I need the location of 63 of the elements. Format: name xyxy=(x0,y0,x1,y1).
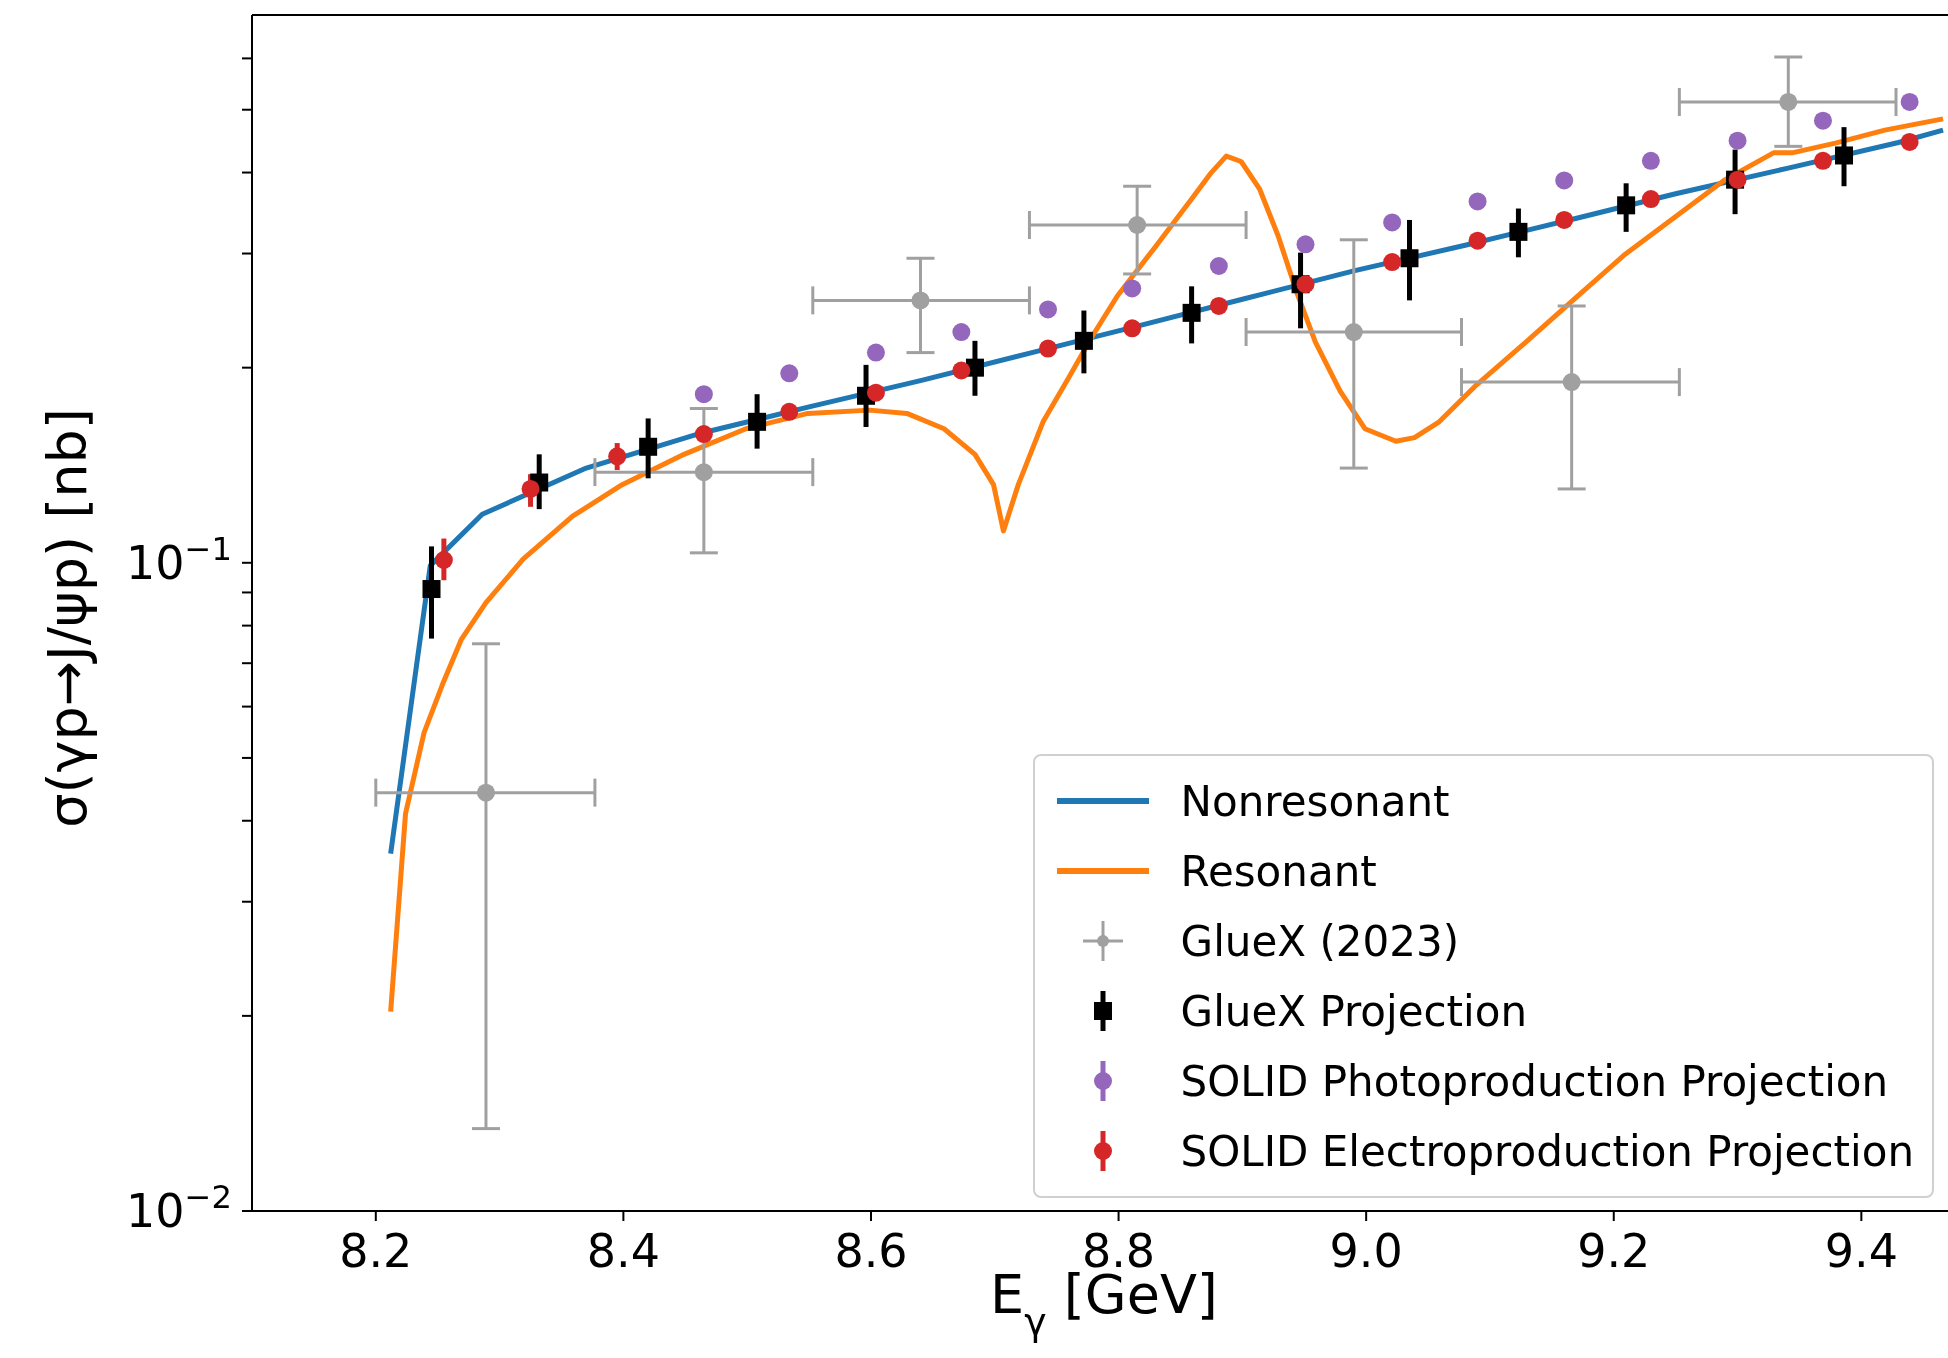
point xyxy=(1344,323,1363,342)
point xyxy=(694,385,713,404)
x-tick-label: 8.6 xyxy=(834,1224,908,1278)
point xyxy=(1779,92,1798,111)
point xyxy=(1400,249,1419,268)
point xyxy=(1900,92,1919,111)
point xyxy=(1074,331,1093,350)
point xyxy=(1123,319,1142,338)
point xyxy=(608,447,627,466)
point xyxy=(422,580,441,599)
x-tick-label: 9.2 xyxy=(1577,1224,1651,1278)
legend-label: GlueX Projection xyxy=(1180,986,1528,1036)
point xyxy=(952,323,971,342)
point xyxy=(476,783,495,802)
point xyxy=(1562,373,1581,392)
point xyxy=(694,425,713,444)
point xyxy=(639,437,658,456)
point xyxy=(911,291,930,310)
point xyxy=(521,479,540,498)
x-tick-label: 8.2 xyxy=(339,1224,413,1278)
point xyxy=(434,551,453,569)
x-tick-label: 9.4 xyxy=(1824,1224,1898,1278)
point xyxy=(1209,296,1228,315)
point xyxy=(1383,213,1402,232)
point xyxy=(1555,171,1574,190)
point xyxy=(1296,235,1315,254)
y-tick-label: 10$^{−2}$ xyxy=(126,1178,232,1238)
y-axis-title: σ(γp→J/ψp) [nb] xyxy=(36,408,99,828)
point xyxy=(952,361,971,380)
legend-label: Resonant xyxy=(1180,846,1377,896)
point xyxy=(1509,222,1528,241)
point xyxy=(1209,257,1228,275)
point xyxy=(1039,339,1058,358)
legend-label: Nonresonant xyxy=(1180,776,1450,826)
point xyxy=(1296,275,1315,294)
point xyxy=(1039,300,1058,319)
point xyxy=(866,343,885,362)
point xyxy=(1617,196,1636,215)
point xyxy=(1383,253,1402,272)
point xyxy=(1728,131,1747,150)
point xyxy=(1641,151,1660,170)
point xyxy=(1813,111,1832,130)
point xyxy=(780,402,799,421)
point xyxy=(694,463,713,482)
legend-label: GlueX (2023) xyxy=(1180,916,1460,966)
point xyxy=(1900,132,1919,151)
legend-label: SOLID Electroproduction Projection xyxy=(1180,1126,1914,1176)
point xyxy=(1555,210,1574,229)
point xyxy=(866,383,885,402)
x-tick-label: 8.4 xyxy=(586,1224,660,1278)
point xyxy=(1128,215,1147,234)
point xyxy=(1641,190,1660,209)
point xyxy=(1182,303,1201,322)
x-tick-label: 9.0 xyxy=(1329,1224,1403,1278)
point xyxy=(1835,146,1854,165)
y-tick-label: 10$^{−1}$ xyxy=(126,529,232,590)
point xyxy=(748,412,767,431)
legend-label: SOLID Photoproduction Projection xyxy=(1180,1056,1889,1106)
point xyxy=(780,364,799,383)
point xyxy=(1468,231,1487,250)
point xyxy=(1468,192,1487,211)
point xyxy=(1813,151,1832,170)
point xyxy=(1123,279,1142,298)
